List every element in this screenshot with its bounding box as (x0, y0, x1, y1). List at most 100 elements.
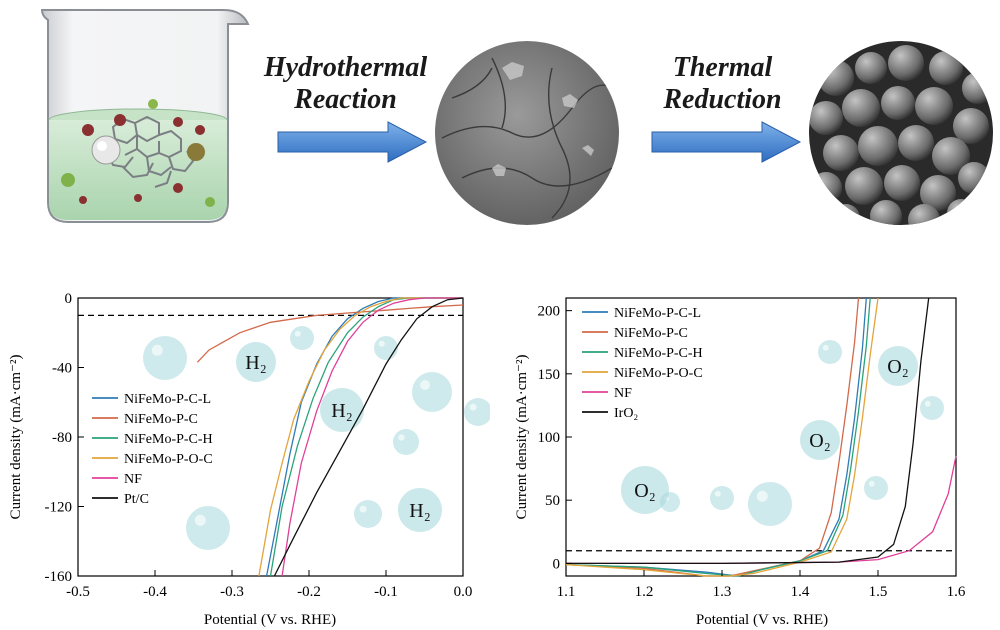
oer-y-tick-label: 100 (538, 430, 561, 446)
her-gas-bubble-circle (320, 388, 364, 432)
oer-bubble (818, 340, 842, 364)
her-y-tick-label: -40 (52, 361, 72, 377)
her-legend-item: NiFeMo-P-O-C (92, 452, 213, 467)
her-y-tick-label: 0 (65, 291, 73, 307)
oer-legend-item: NiFeMo-P-C-H (582, 346, 703, 361)
her-bubble-highlight (469, 403, 477, 411)
her-bubble (464, 398, 490, 426)
oer-axis-layer: 1.1 1.2 1.3 1.4 1.5 1.6 0 50 100 150 200 (538, 304, 966, 600)
her-bubble-circle (143, 336, 187, 380)
oer-x-tick-label: 1.1 (557, 584, 576, 600)
her-series-line (258, 297, 463, 577)
her-legend-label: NiFeMo-P-O-C (124, 452, 213, 467)
hydrothermal-label: Hydrothermal Reaction (248, 52, 443, 116)
her-legend-label: NiFeMo-P-C-H (124, 432, 213, 447)
oer-gas-bubble: O₂ (800, 420, 840, 460)
oer-gas-bubble-circle (878, 346, 918, 386)
oer-y-tick-label: 0 (553, 556, 561, 572)
her-series-line (273, 297, 464, 577)
her-bubble-highlight (420, 380, 430, 390)
her-y-axis-title: Current density (mA·cm⁻²) (8, 355, 24, 520)
her-x-axis-title: Potential (V vs. RHE) (204, 612, 336, 628)
her-bubble-circle (290, 326, 314, 350)
oer-legend-label: NiFeMo-P-C-L (614, 306, 701, 321)
her-x-tick-label: -0.2 (297, 584, 321, 600)
oer-gas-bubble-circle (800, 420, 840, 460)
oer-legend-label: NiFeMo-P-C-H (614, 346, 703, 361)
hydrothermal-line1: Hydrothermal (263, 52, 428, 83)
synthesis-scheme: Hydrothermal Reaction (0, 0, 1000, 250)
oer-legend-label: IrO₂ (614, 406, 638, 421)
her-bubble (186, 506, 230, 550)
her-gas-bubble-circle (236, 342, 276, 382)
her-legend-item: Pt/C (92, 492, 149, 507)
her-bubble (393, 429, 419, 455)
her-bubble (412, 372, 452, 412)
her-legend-label: NiFeMo-P-C (124, 412, 198, 427)
oer-y-tick-label: 200 (538, 304, 561, 320)
her-gas-bubble: H₂ (320, 388, 364, 432)
her-legend-label: NF (124, 472, 142, 487)
her-legend-item: NiFeMo-P-C (92, 412, 198, 427)
her-x-tick-label: -0.1 (374, 584, 398, 600)
her-x-tick-label: -0.3 (220, 584, 244, 600)
her-bubble-highlight (398, 434, 405, 441)
oer-bubble-circle (864, 476, 888, 500)
process-arrow-1 (277, 121, 428, 163)
her-bubbles-layer: H₂ H₂ H₂ (143, 326, 490, 550)
her-legend-label: NiFeMo-P-C-L (124, 392, 211, 407)
oer-legend-item: NiFeMo-P-O-C (582, 366, 703, 381)
oer-series-line (565, 297, 871, 577)
oer-bubble (864, 476, 888, 500)
her-bubble-highlight (359, 505, 367, 513)
oer-bubble-highlight (924, 400, 931, 407)
her-legend-item: NiFeMo-P-C-L (92, 392, 211, 407)
her-bubble-highlight (294, 330, 301, 337)
oer-x-tick-label: 1.5 (869, 584, 888, 600)
her-gas-label: H₂ (331, 400, 352, 422)
her-bubble (290, 326, 314, 350)
oer-legend-item: NiFeMo-P-C-L (582, 306, 701, 321)
her-gas-label: H₂ (409, 500, 430, 522)
oer-x-tick-label: 1.6 (947, 584, 966, 600)
her-bubble-circle (464, 398, 490, 426)
oer-gas-bubble: O₂ (621, 466, 669, 514)
hydrothermal-line2: Reaction (294, 84, 397, 115)
her-gas-bubble: H₂ (236, 342, 276, 382)
beaker-illustration (40, 9, 250, 223)
her-gas-bubble: H₂ (398, 488, 442, 532)
oer-series-line (565, 297, 879, 577)
oer-x-tick-label: 1.3 (713, 584, 732, 600)
oer-bubble (710, 486, 734, 510)
her-axis-layer: -0.5 -0.4 -0.3 -0.2 -0.1 0.0 0 -40 -80 -120 -160 (45, 291, 473, 600)
her-y-tick-label: -120 (45, 500, 73, 516)
oer-gas-label: O₂ (887, 356, 908, 378)
her-gas-bubble-circle (398, 488, 442, 532)
sem-image-1 (435, 41, 619, 225)
oer-legend-item: IrO₂ (582, 406, 638, 421)
her-bubble (374, 336, 398, 360)
oer-legend-label: NiFeMo-P-C (614, 326, 688, 341)
her-x-tick-label: -0.4 (143, 584, 167, 600)
her-bubble-circle (393, 429, 419, 455)
oer-bubble-highlight (756, 490, 768, 502)
oer-series-line (566, 297, 930, 565)
sem-image-2 (809, 41, 993, 225)
her-legend-label: Pt/C (124, 492, 149, 507)
oer-bubble-circle (818, 340, 842, 364)
oer-bubble-highlight (822, 344, 829, 351)
oer-x-tick-label: 1.2 (635, 584, 654, 600)
oer-gas-label: O₂ (634, 480, 655, 502)
her-x-tick-label: 0.0 (454, 584, 473, 600)
oer-bubbles-layer: O₂ O₂ O₂ (621, 340, 944, 526)
oer-bubble-circle (920, 396, 944, 420)
her-gas-label: H₂ (245, 352, 266, 374)
her-legend-item: NF (92, 472, 142, 487)
her-bubble-circle (412, 372, 452, 412)
her-bubble-highlight (378, 340, 385, 347)
oer-polarization-chart: O₂ O₂ O₂ 1.1 1.2 1.3 1.4 1.5 1.6 0 50 100 150 200 Cu… (514, 297, 966, 628)
her-series-layer (196, 297, 464, 577)
oer-y-axis-title: Current density (mA·cm⁻²) (514, 355, 530, 520)
her-bubble (354, 500, 382, 528)
thermal-line1: Thermal (672, 52, 773, 83)
